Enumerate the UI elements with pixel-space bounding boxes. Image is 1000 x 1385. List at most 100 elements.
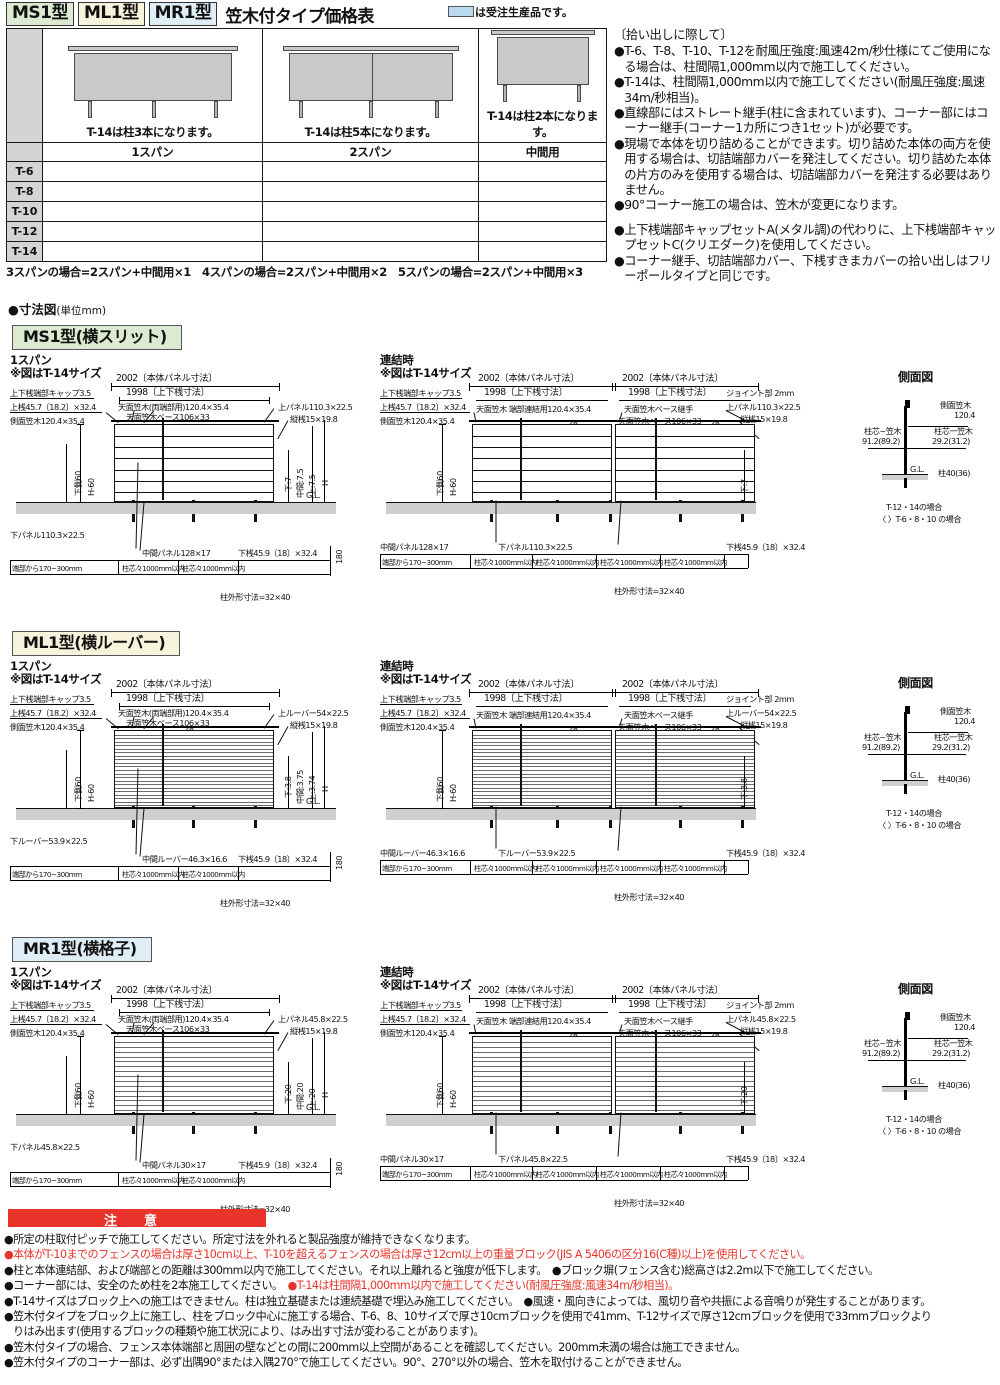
lattice-slat [115,1100,273,1101]
louver-slat [616,781,754,782]
louver-slat [473,738,611,739]
lattice-slat [616,1061,754,1062]
post-profile [904,1018,907,1090]
louver-slat [115,770,273,771]
label-side-kasagi: 側面笠木120.4×35.4 [380,416,455,426]
dim-line-h60 [80,1036,81,1114]
label-kasagi-base: 天面笠木ベース106×33 [126,412,210,422]
table-row: T-6 [6,161,607,182]
louver-slat [115,781,273,782]
lattice-slat [473,1042,611,1043]
lattice-slat [616,1071,754,1072]
louver-slat [473,752,611,753]
bullet-icon: ● [4,1340,14,1354]
louver-slat [115,774,273,775]
label-vert-rail: 縦桟15×19.8 [740,720,788,730]
dim-tick [118,1172,119,1186]
gl-line [386,502,756,503]
label-side-kasagi: 側面笠木 [940,1012,971,1022]
label-rail-dim-2: 1998〔上下桟寸法〕 [628,387,712,398]
dim-line [476,1012,608,1013]
span1-label: 1スパン ※図はT-14サイズ [10,965,102,992]
louver-slat [115,784,273,785]
label-upper-panel: 上ルーバー54×22.5 [726,708,797,718]
caution-text: T-14サイズはブロック上への施工はできません。柱は独立基礎または連続基礎で埋込… [13,1294,931,1308]
label-case2: 〈 〉T-6・8・10 の場合 [878,514,962,524]
ground-band [882,474,928,480]
bottom-dim-line-2 [380,1180,748,1181]
price-cell [262,201,479,222]
label-mid-panel: 中間パネル128×17 [380,542,449,552]
vertical-rail [655,724,657,806]
notes-gap [614,214,998,223]
louver-slat [473,742,611,743]
row-header-t8: T-8 [6,181,43,202]
legend-swatch-icon [448,6,474,17]
lattice-slat [616,1057,754,1058]
label-panel-dim-1: 2002〔本体パネル寸法〕 [478,679,579,690]
label-side-kasagi-value: 120.4 [954,410,975,420]
label-dim-chukan: 中間:7.5 [295,468,305,498]
louver-slat [616,745,754,746]
label-vert-rail: 縦桟15×19.8 [740,414,788,424]
louver-slat [473,802,611,803]
underline-top-rail [10,1024,102,1025]
slat [115,481,273,482]
dim-line-ue [312,1038,313,1114]
post [213,101,218,118]
louver-slat [473,759,611,760]
label-h60: H-60 [448,1090,458,1108]
label-side-kasagi: 側面笠木 [940,400,971,410]
louver-slat [616,777,754,778]
dim-line-shita [288,756,289,808]
label-pitch-4: 柱芯々1000mm以内 [664,558,727,567]
louver-slat [616,788,754,789]
lattice-slat [473,1086,611,1087]
louver-slat [115,752,273,753]
louver-slat [115,802,273,803]
label-top-rail: 上桟45.7〔18.2〕×32.4 [380,402,466,412]
dim-line-low [66,750,67,808]
notes-heading: 〔拾い出しに際して〕 [614,28,733,42]
dim-tick-h [439,1036,446,1037]
lattice-slat [473,1091,611,1092]
label-low-side-60: 下側60 [435,1083,445,1108]
dim-line [442,730,443,808]
lattice-slat [115,1061,273,1062]
label-post-outer: 柱外形寸法=32×40 [220,592,291,602]
lattice-slat [616,1091,754,1092]
vertical-rail [655,1030,657,1112]
side-view-label: 側面図 [898,676,933,690]
caution-text: りはみ出ます(使用するブロックの種類や施工状況により、はみ出す寸法が変わることが… [13,1325,484,1339]
post-buried [904,478,907,488]
bottom-dim-line [380,860,748,861]
dim-line [908,732,968,733]
label-gl: G.L. [306,796,321,806]
row-header-t12: T-12 [6,221,43,242]
lattice-slat [616,1100,754,1101]
price-table-header: MS1型 ML1型 MR1型 笠木付タイプ価格表 [6,2,606,27]
lattice-slat [473,1105,611,1106]
gl-line [882,1086,928,1087]
dim-line [442,1036,443,1114]
label-pitch-1: 柱芯々1000mm以内 [122,1176,185,1185]
lattice-slat [115,1047,273,1048]
panel-body [73,53,232,101]
louver-slat [115,738,273,739]
caution-text: 柱と本体連結部、および端部との距離は300mm以内で施工してください。それ以上離… [13,1263,879,1277]
dim-tick [532,860,533,874]
label-top-kasagi: 天面笠木(両端部用)120.4×35.4 [118,402,229,412]
dim-line [469,998,615,999]
dim-line-h [324,726,325,808]
ground-band [386,502,756,514]
gl-line [882,780,928,781]
bullet-icon: ● [4,1356,14,1370]
price-cell [478,201,607,222]
label-28-b: 28 [710,418,720,428]
label-pitch-1: 柱芯々1000mm以内 [122,870,185,879]
dim-tick [612,995,613,1003]
louver-slat [473,749,611,750]
side-view-label: 側面図 [898,982,933,996]
louver-slat [115,763,273,764]
label-panel-dim-1: 2002〔本体パネル寸法〕 [478,985,579,996]
